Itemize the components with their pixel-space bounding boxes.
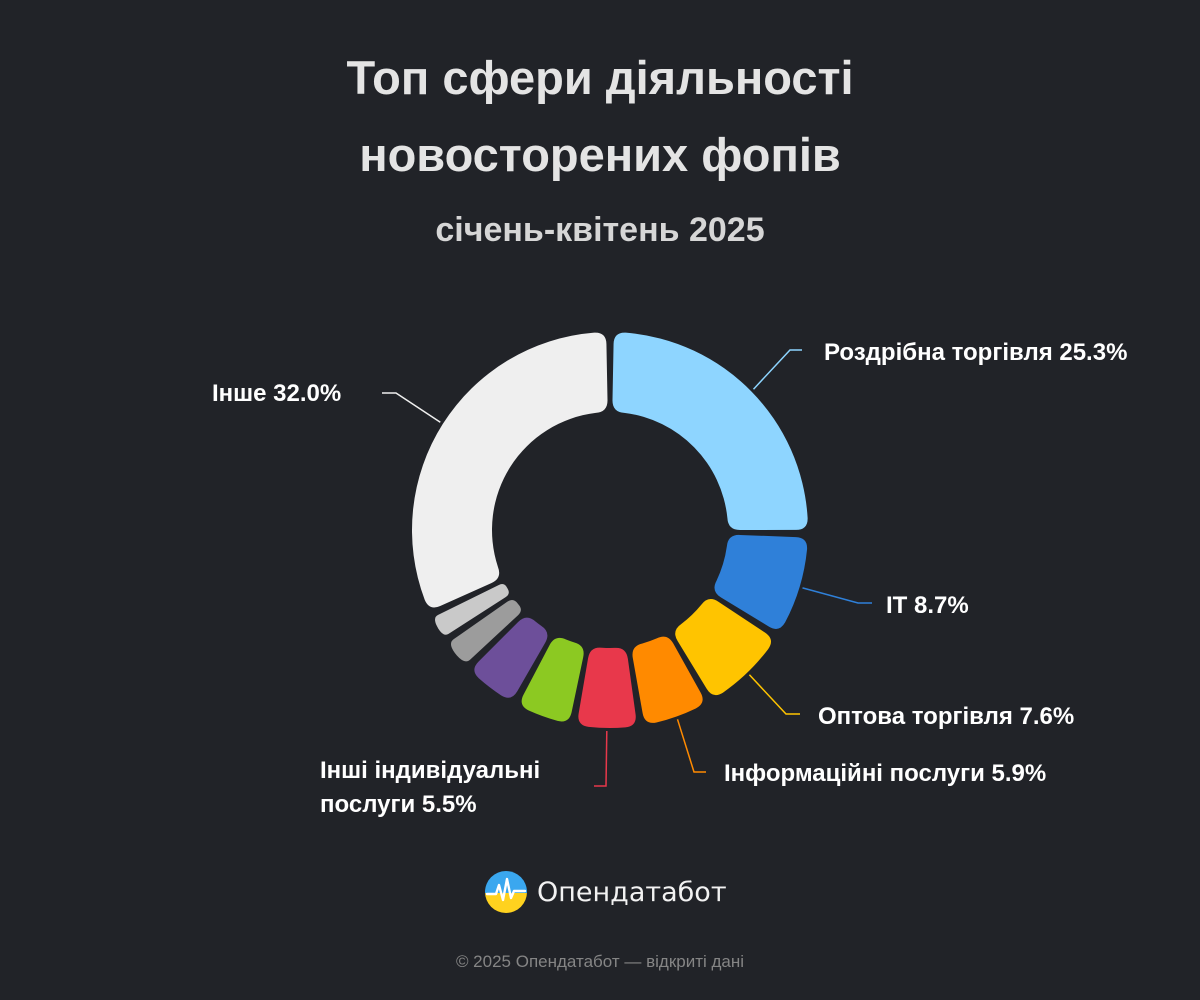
slice-it <box>714 534 808 629</box>
brand: Опендатабот <box>484 868 727 916</box>
label-other-individual-services-line-1: Інші індивідуальні <box>320 757 541 784</box>
leader-info-services <box>676 719 706 773</box>
label-it: IT 8.7% <box>886 592 969 619</box>
slice-other-individual-services <box>578 647 636 729</box>
opendatabot-logo-icon <box>485 871 527 913</box>
leader-it <box>802 587 872 604</box>
chart-subtitle: січень-квітень 2025 <box>435 211 765 249</box>
slice-wholesale <box>675 599 772 696</box>
slice-other <box>412 332 608 608</box>
slice-grey <box>450 600 521 662</box>
slice-green <box>521 637 584 722</box>
label-wholesale: Оптова торгівля 7.6% <box>818 703 1075 730</box>
leader-other-individual-services <box>594 730 608 787</box>
chart-title-line-1: Топ сфери діяльності <box>346 51 854 104</box>
slice-purple <box>474 617 548 698</box>
leader-retail <box>752 349 802 390</box>
footer-copyright: © 2025 Опендатабот — відкриті дані <box>455 952 745 971</box>
label-other: Інше 32.0% <box>212 380 342 407</box>
leader-other <box>382 392 441 423</box>
leader-wholesale <box>748 674 800 715</box>
brand-name: Опендатабот <box>537 876 727 908</box>
slice-retail <box>612 332 808 530</box>
label-info-services: Інформаційні послуги 5.9% <box>724 760 1047 787</box>
slice-info-services <box>632 636 703 723</box>
slice-light-grey <box>435 584 509 635</box>
label-retail: Роздрібна торгівля 25.3% <box>824 339 1128 366</box>
chart-title-line-2: новосторених фопів <box>359 128 841 181</box>
label-other-individual-services-line-2: послуги 5.5% <box>320 791 477 818</box>
